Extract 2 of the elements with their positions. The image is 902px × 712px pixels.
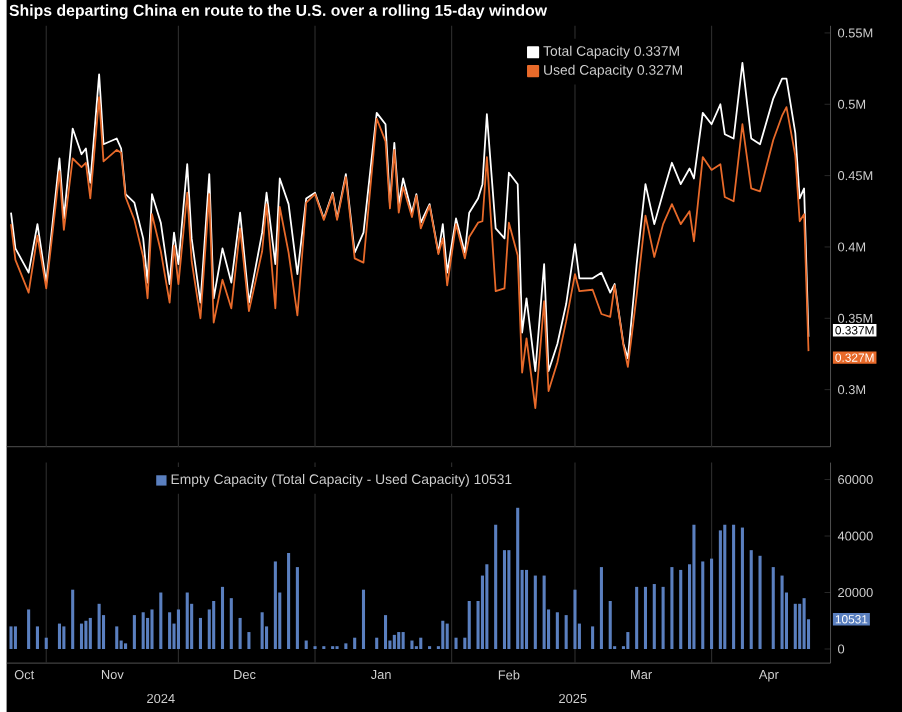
line-series xyxy=(10,61,810,372)
line-series xyxy=(10,95,810,409)
